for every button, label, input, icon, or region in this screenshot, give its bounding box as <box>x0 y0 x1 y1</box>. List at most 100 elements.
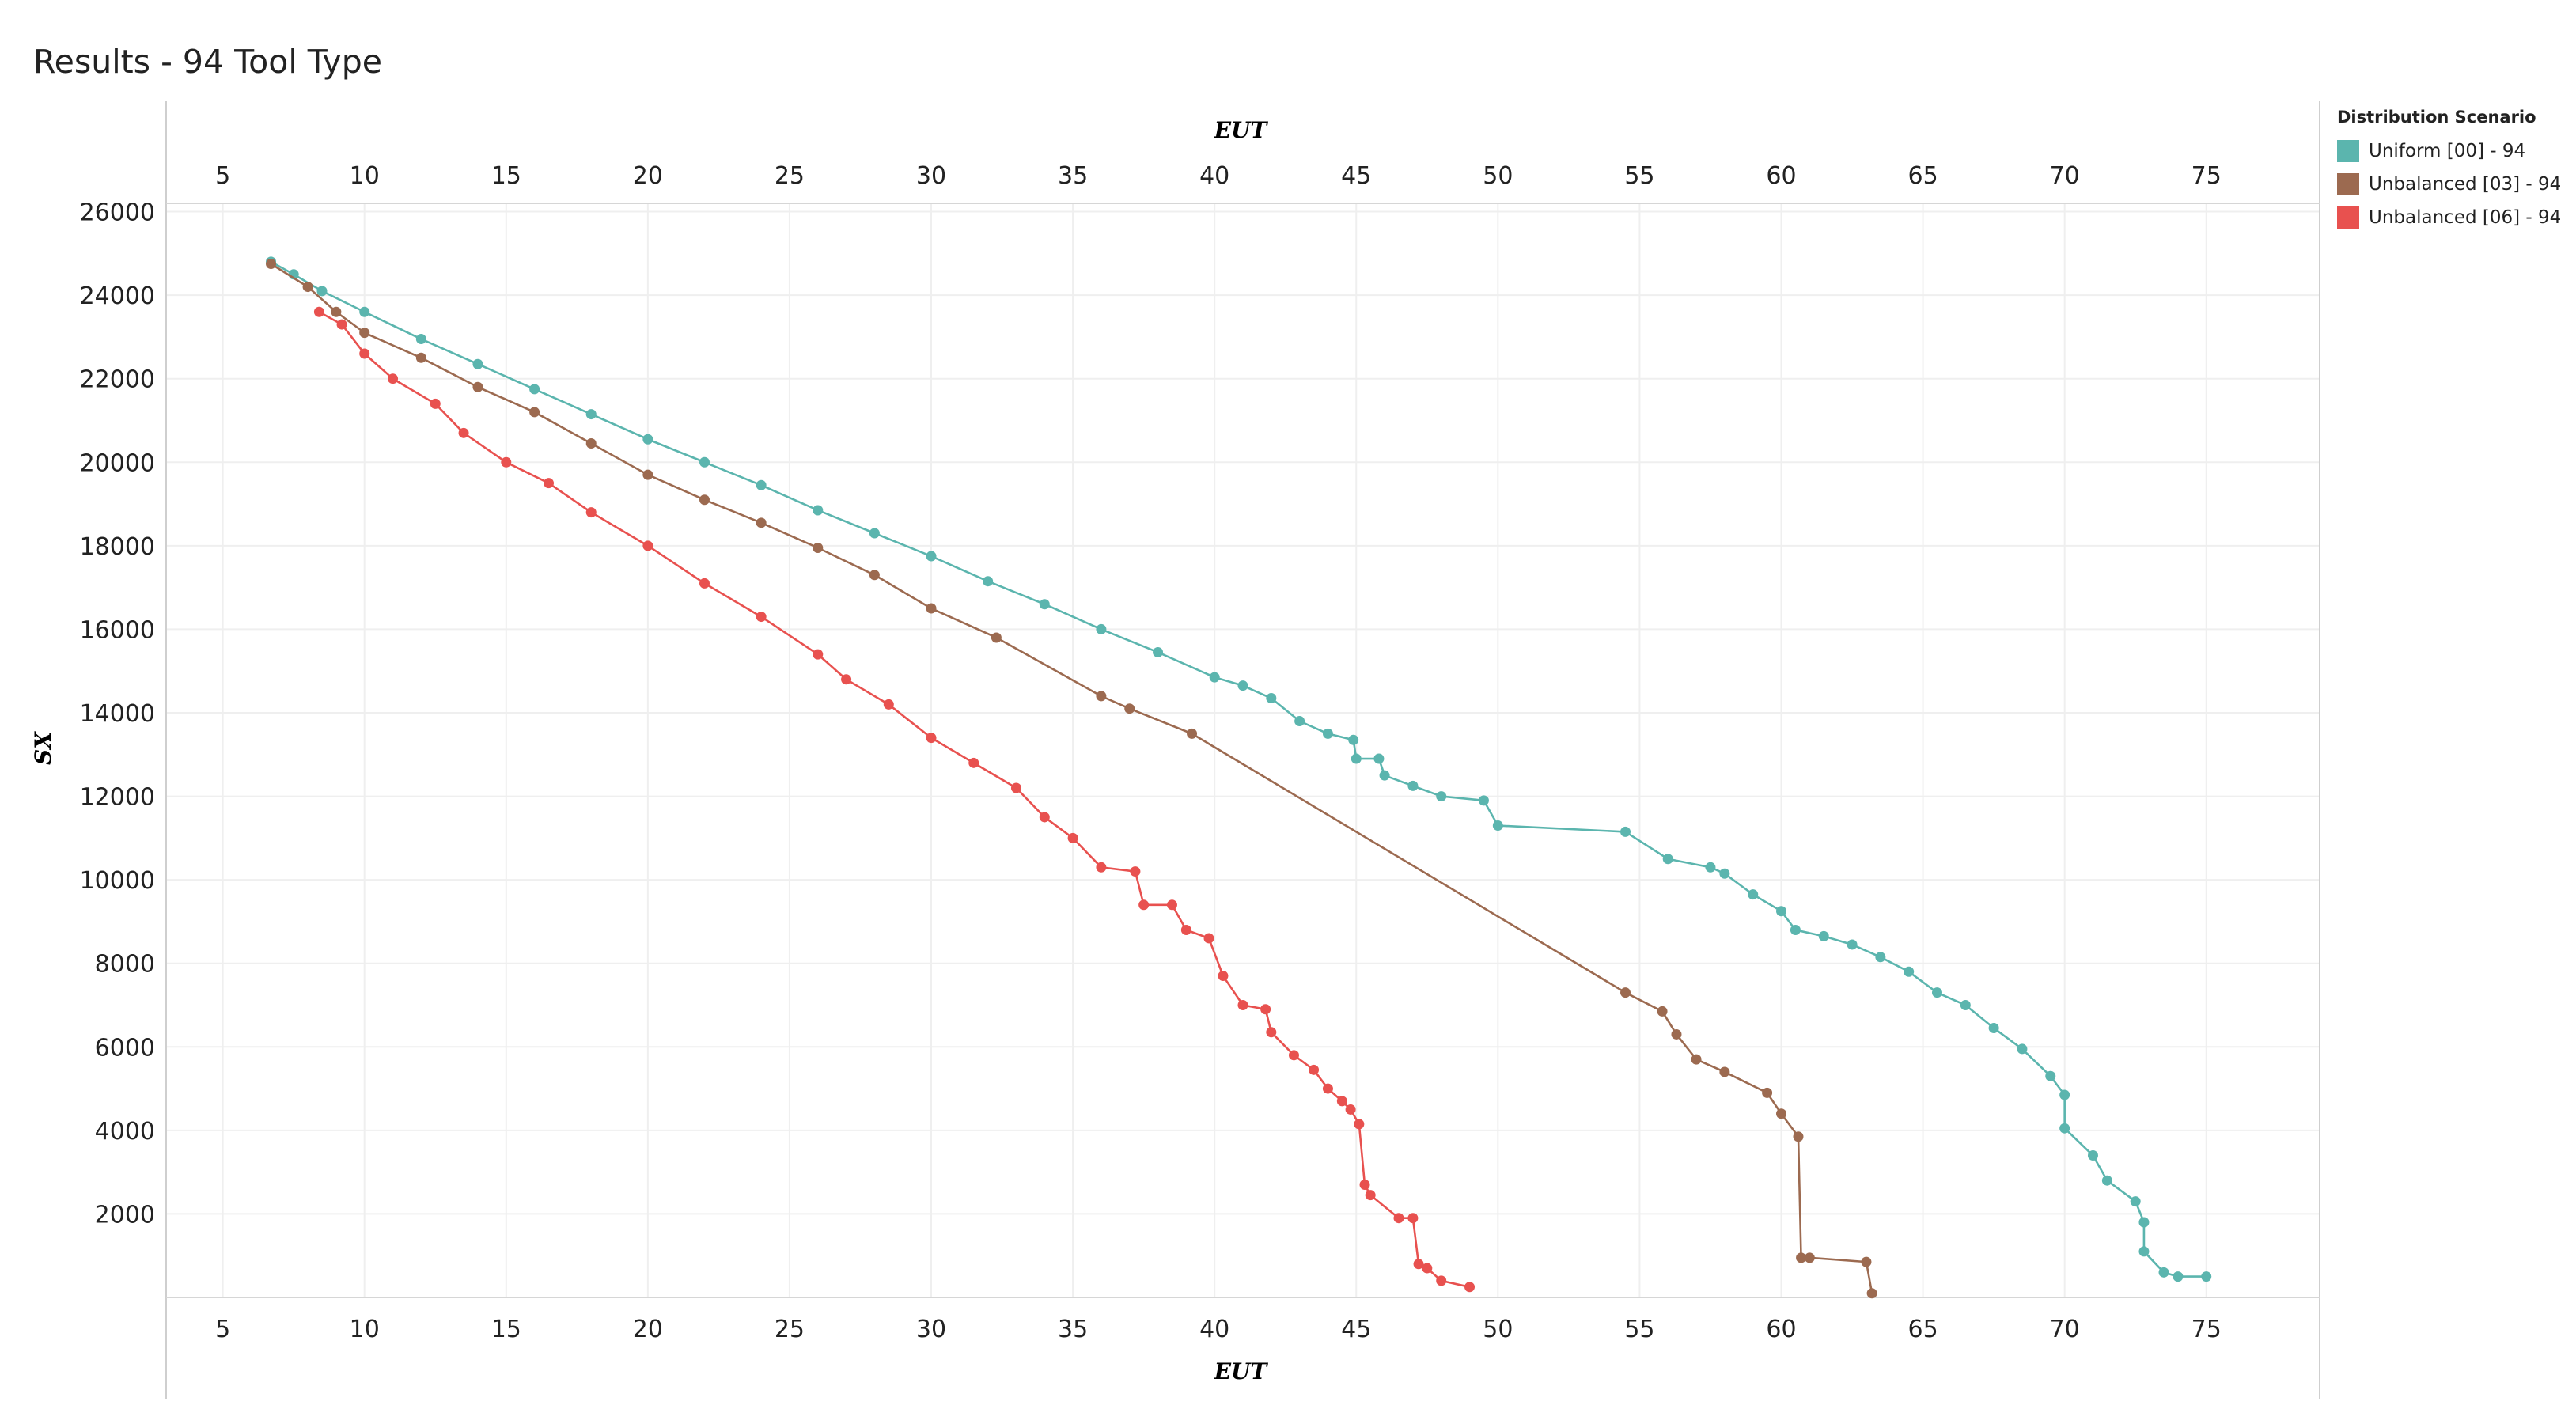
data-point <box>926 603 937 614</box>
data-point <box>585 409 597 420</box>
data-point <box>2130 1196 2141 1207</box>
data-point <box>1413 1259 1424 1270</box>
data-point <box>1671 1028 1682 1040</box>
legend: Distribution Scenario Uniform [00] - 94 … <box>2337 108 2574 234</box>
x-tick-label-bottom: 55 <box>1624 1316 1654 1343</box>
legend-swatch <box>2337 206 2359 229</box>
data-point <box>1209 672 1220 683</box>
data-point <box>1464 1282 1476 1293</box>
data-point <box>926 551 937 562</box>
data-point <box>1662 854 1673 865</box>
data-point <box>313 306 324 317</box>
data-point <box>1354 1119 1365 1130</box>
data-point <box>1657 1006 1668 1017</box>
data-point <box>1348 734 1359 745</box>
x-tick-label-bottom: 65 <box>1907 1316 1938 1343</box>
y-tick-label: 4000 <box>95 1118 155 1146</box>
legend-label: Uniform [00] - 94 <box>2369 141 2526 161</box>
x-tick-label-bottom: 75 <box>2191 1316 2222 1343</box>
data-point <box>1130 866 1141 877</box>
data-point <box>2138 1217 2150 1228</box>
data-point <box>1260 1004 1271 1015</box>
legend-swatch <box>2337 173 2359 195</box>
data-point <box>2173 1271 2184 1282</box>
data-point <box>1237 999 1248 1010</box>
data-point <box>1166 899 1177 911</box>
data-point <box>1407 1213 1419 1224</box>
data-point <box>983 576 994 587</box>
legend-label: Unbalanced [06] - 94 <box>2369 207 2562 228</box>
data-point <box>1336 1096 1347 1107</box>
data-point <box>642 469 653 480</box>
data-point <box>1365 1190 1376 1201</box>
x-tick-label-top: 60 <box>1766 162 1796 190</box>
x-tick-label-bottom: 45 <box>1341 1316 1371 1343</box>
x-tick-label-top: 50 <box>1483 162 1513 190</box>
data-point <box>501 456 512 468</box>
data-point <box>1322 1083 1333 1094</box>
data-point <box>699 456 710 468</box>
data-point <box>1436 1275 1447 1286</box>
data-point <box>926 733 937 744</box>
data-point <box>472 358 483 369</box>
data-point <box>472 381 483 392</box>
data-point <box>1359 1179 1370 1190</box>
data-point <box>1288 1050 1299 1061</box>
data-point <box>813 649 824 660</box>
data-point <box>1804 1252 1815 1263</box>
data-point <box>841 674 852 685</box>
data-point <box>585 438 597 449</box>
data-point <box>2059 1123 2070 1134</box>
x-tick-label-bottom: 70 <box>2050 1316 2080 1343</box>
x-tick-label-bottom: 40 <box>1199 1316 1229 1343</box>
data-point <box>1705 862 1716 873</box>
legend-item-unbalanced-06[interactable]: Unbalanced [06] - 94 <box>2337 201 2574 234</box>
data-point <box>1218 971 1229 982</box>
x-tick-label-bottom: 15 <box>491 1316 521 1343</box>
data-point <box>388 373 399 384</box>
data-point <box>1124 703 1135 714</box>
data-point <box>331 306 342 317</box>
data-point <box>1793 1131 1804 1142</box>
series-line <box>318 311 1470 1289</box>
x-tick-label-top: 70 <box>2050 162 2080 190</box>
x-tick-label-bottom: 60 <box>1766 1316 1796 1343</box>
data-point <box>1309 1064 1320 1075</box>
data-point <box>1776 906 1786 917</box>
data-point <box>1818 930 1829 941</box>
x-tick-label-top: 10 <box>350 162 380 190</box>
data-point <box>2138 1246 2150 1257</box>
data-point <box>1492 820 1503 831</box>
x-tick-label-top: 65 <box>1907 162 1938 190</box>
data-point <box>1096 623 1107 634</box>
data-point <box>1039 812 1050 823</box>
data-point <box>585 507 597 518</box>
x-tick-label-top: 15 <box>491 162 521 190</box>
legend-item-uniform-00[interactable]: Uniform [00] - 94 <box>2337 134 2574 168</box>
x-axis-title-bottom: EUT <box>1214 1358 1269 1384</box>
data-point <box>2158 1267 2169 1278</box>
data-point <box>1436 791 1447 802</box>
data-point <box>883 699 894 710</box>
data-point <box>1762 1087 1773 1098</box>
data-point <box>2017 1043 2028 1055</box>
y-tick-label: 12000 <box>80 784 155 812</box>
data-point <box>813 505 824 516</box>
data-point <box>968 757 979 768</box>
data-point <box>869 528 880 539</box>
x-tick-label-top: 45 <box>1341 162 1371 190</box>
x-tick-label-bottom: 35 <box>1058 1316 1088 1343</box>
data-point <box>813 542 824 553</box>
x-tick-label-top: 20 <box>633 162 663 190</box>
x-tick-label-top: 30 <box>916 162 946 190</box>
data-point <box>1266 1027 1277 1038</box>
y-axis-title: SX <box>30 731 56 765</box>
data-point <box>2059 1089 2070 1100</box>
data-point <box>1776 1108 1786 1119</box>
legend-item-unbalanced-03[interactable]: Unbalanced [03] - 94 <box>2337 168 2574 201</box>
data-point <box>458 427 469 438</box>
x-tick-label-top: 5 <box>215 162 230 190</box>
y-tick-label: 22000 <box>80 366 155 394</box>
data-point <box>1393 1213 1404 1224</box>
data-point <box>1620 987 1631 998</box>
